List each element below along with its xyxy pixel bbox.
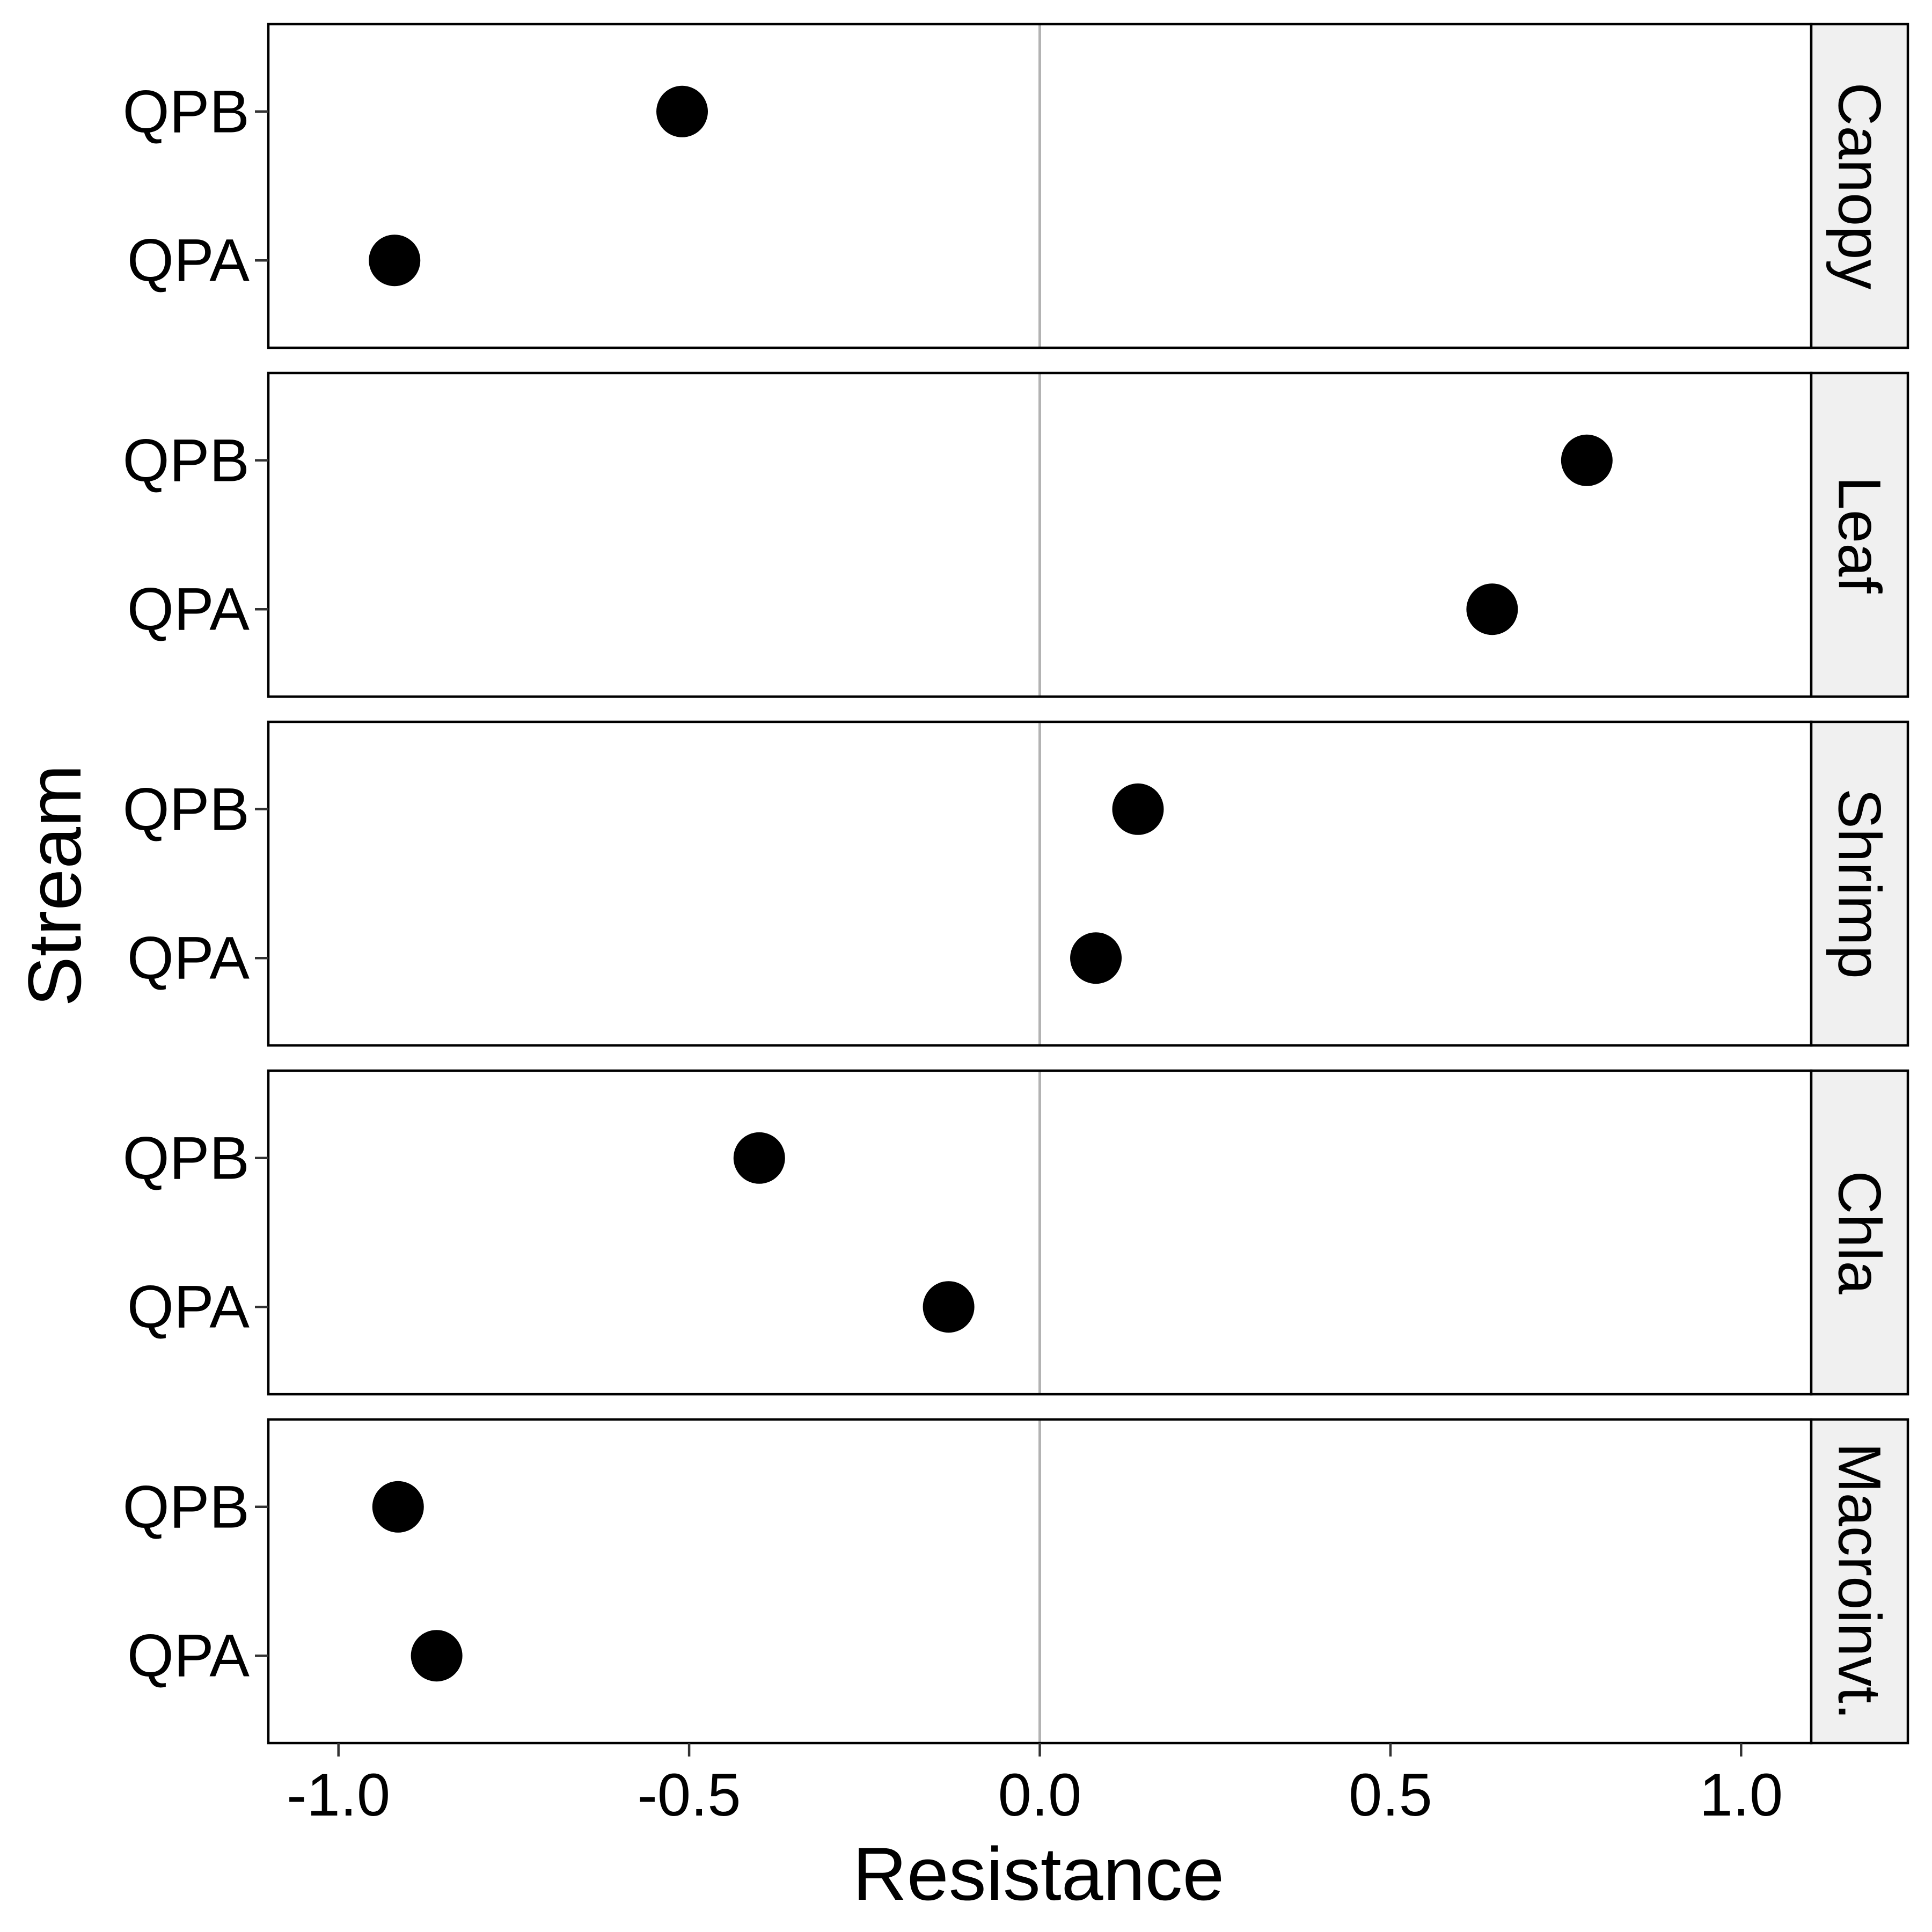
x-axis: -1.0 -0.5 0.0 0.5 1.0	[287, 1743, 1783, 1828]
facet-panel-chla: Chla QPB QPA	[122, 1069, 1909, 1396]
data-point-qpa	[1466, 583, 1518, 635]
facet-strip	[1810, 1069, 1909, 1396]
facet-strip	[1810, 720, 1909, 1047]
y-tick-label: QPB	[122, 427, 250, 494]
y-tick-label: QPA	[127, 1622, 250, 1689]
data-point-qpa	[923, 1281, 975, 1333]
y-tick-label: QPB	[122, 78, 250, 145]
facet-panels: Canopy QPB QPA Leaf QPB QPA Shrimp QPB QPA Chla QP…	[122, 23, 1909, 1745]
facet-strip-label: Chla	[1826, 1170, 1893, 1294]
y-tick-label: QPA	[127, 1274, 250, 1341]
x-tick-label: 1.0	[1699, 1761, 1783, 1828]
y-tick-label: QPA	[127, 576, 250, 643]
x-tick-label: 0.5	[1349, 1761, 1432, 1828]
x-tick-label: -0.5	[638, 1761, 741, 1828]
data-point-qpa	[1070, 932, 1122, 984]
facet-panel-shrimp: Shrimp QPB QPA	[122, 720, 1909, 1047]
facet-strip-label: Macroinvt.	[1826, 1443, 1893, 1720]
facet-strip-label: Leaf	[1826, 477, 1893, 594]
data-point-qpa	[411, 1630, 463, 1682]
facet-strip	[1810, 371, 1909, 698]
facet-strip	[1810, 23, 1909, 349]
facet-strip-label: Canopy	[1826, 82, 1893, 289]
data-point-qpb	[656, 85, 708, 137]
facet-panel-macroinvt: Macroinvt. QPB QPA	[122, 1418, 1909, 1745]
facet-strip	[1810, 1418, 1909, 1745]
facet-panel-leaf: Leaf QPB QPA	[122, 371, 1909, 698]
x-tick-label: 0.0	[998, 1761, 1082, 1828]
data-point-qpb	[372, 1481, 424, 1533]
data-point-qpa	[369, 235, 421, 287]
x-axis-title: Resistance	[853, 1832, 1225, 1916]
data-point-qpb	[733, 1132, 785, 1184]
y-tick-label: QPA	[127, 925, 250, 992]
y-tick-label: QPB	[122, 1124, 250, 1191]
data-point-qpb	[1112, 783, 1164, 835]
data-point-qpb	[1561, 434, 1613, 486]
y-tick-label: QPB	[122, 775, 250, 843]
facet-strip-label: Shrimp	[1826, 788, 1893, 979]
facet-panel-canopy: Canopy QPB QPA	[122, 23, 1909, 349]
y-tick-label: QPA	[127, 227, 250, 294]
y-axis-title: Stream	[12, 764, 97, 1006]
y-tick-label: QPB	[122, 1473, 250, 1540]
x-tick-label: -1.0	[287, 1761, 390, 1828]
